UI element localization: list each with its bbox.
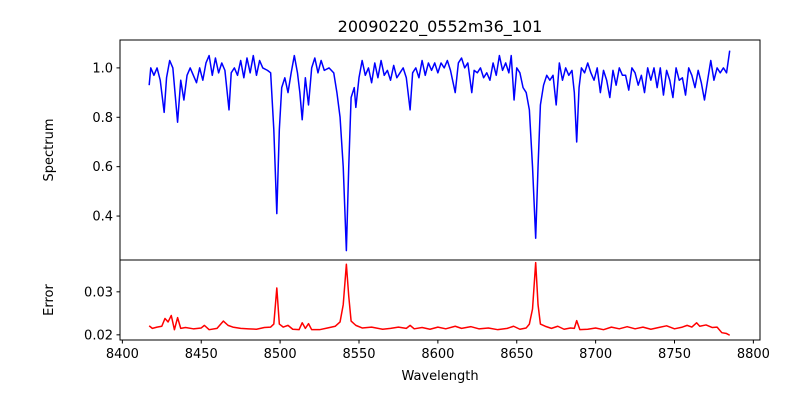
x-tick-label: 8450 — [185, 347, 218, 362]
error-axes-frame — [119, 259, 761, 341]
x-axis-label: Wavelength — [401, 369, 478, 384]
x-tick-label: 8700 — [579, 347, 612, 362]
x-tick-label: 8500 — [264, 347, 297, 362]
spectrum-axes-frame — [119, 39, 761, 261]
spectrum-line — [148, 50, 731, 252]
error-y-tick-label: 0.03 — [84, 285, 113, 300]
spectrum-y-tick-label: 1.0 — [92, 61, 113, 76]
error-y-label: Error — [42, 284, 57, 316]
spectrum-y-tick-label: 0.4 — [92, 210, 113, 225]
x-tick-label: 8600 — [421, 347, 454, 362]
chart-title: 20090220_0552m36_101 — [338, 17, 543, 37]
spectrum-y-tick-label: 0.8 — [92, 111, 113, 126]
x-tick-label: 8400 — [106, 347, 139, 362]
x-tick-label: 8800 — [737, 347, 770, 362]
x-tick-label: 8550 — [342, 347, 375, 362]
x-tick-label: 8750 — [658, 347, 691, 362]
error-line — [148, 261, 731, 336]
x-tick-label: 8650 — [500, 347, 533, 362]
spectrum-y-label: Spectrum — [42, 119, 57, 182]
error-y-tick-label: 0.02 — [84, 328, 113, 343]
spectrum-y-tick-label: 0.6 — [92, 160, 113, 175]
